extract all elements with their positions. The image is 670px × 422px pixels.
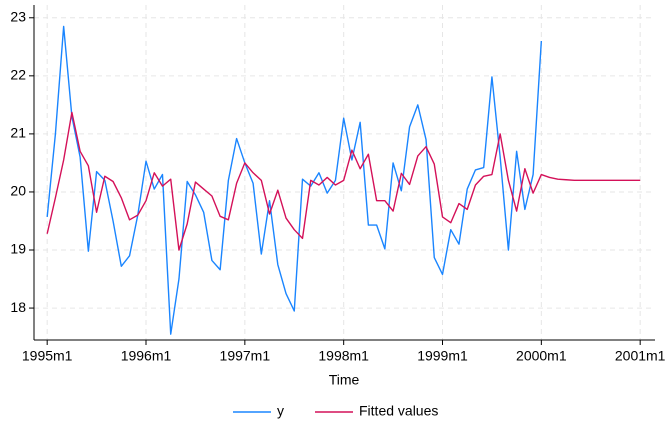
x-tick-label: 1999m1 (417, 348, 468, 364)
y-tick-label: 20 (10, 183, 26, 199)
legend-label: Fitted values (359, 403, 438, 419)
series-line (46, 111, 641, 251)
y-tick-label: 22 (10, 67, 26, 83)
x-axis-title: Time (329, 372, 360, 388)
x-tick-label: 1997m1 (220, 348, 271, 364)
x-tick-label: 2000m1 (516, 348, 567, 364)
x-tick-label: 2001m1 (615, 348, 666, 364)
y-tick-label: 19 (10, 241, 26, 257)
x-tick-label: 1996m1 (121, 348, 172, 364)
y-tick-label: 18 (10, 299, 26, 315)
legend-label: y (277, 403, 284, 419)
series-line (46, 25, 543, 335)
y-tick-label: 21 (10, 125, 26, 141)
x-tick-label: 1995m1 (22, 348, 73, 364)
y-tick-label: 23 (10, 8, 26, 24)
x-tick-label: 1998m1 (318, 348, 369, 364)
